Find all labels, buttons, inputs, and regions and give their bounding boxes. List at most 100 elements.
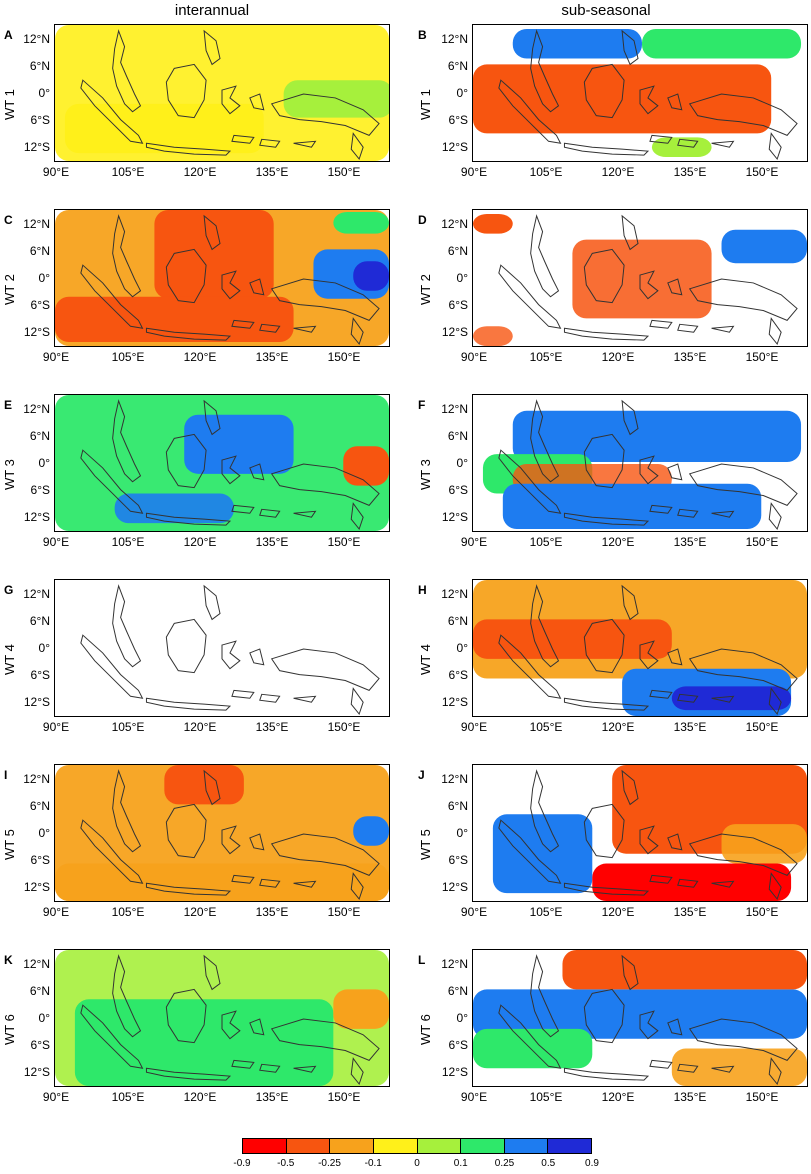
latitude-tick-label: 6°S — [448, 1038, 468, 1052]
coastline — [688, 1018, 798, 1061]
longitude-tick-label: 105°E — [111, 350, 145, 364]
longitude-tick-label: 150°E — [745, 350, 779, 364]
coastline — [165, 618, 207, 674]
colorbar-swatch — [417, 1139, 462, 1153]
latitude-tick-label: 6°N — [29, 244, 50, 258]
latitude-tick-label: 12°N — [23, 217, 50, 231]
latitude-tick-label: 6°N — [447, 799, 468, 813]
latitude-tick-label: 6°S — [30, 1038, 50, 1052]
longitude-tick-label: 135°E — [255, 165, 289, 179]
longitude-tick-label: 105°E — [111, 165, 145, 179]
anomaly-region — [512, 28, 642, 59]
coastline — [639, 825, 659, 855]
anomaly-region — [154, 210, 274, 299]
coastline — [80, 449, 144, 514]
coastline — [621, 214, 639, 251]
longitude-tick-label: 135°E — [255, 905, 289, 919]
colorbar-tick-label: -0.5 — [277, 1158, 295, 1169]
coastline — [667, 1018, 683, 1036]
coastline — [270, 648, 380, 691]
latitude-tick-label: 0° — [456, 1011, 468, 1025]
coastline — [639, 270, 659, 300]
longitude-tick-label: 90°E — [460, 165, 488, 179]
coastline — [203, 769, 221, 806]
anomaly-region — [473, 326, 513, 346]
longitude-tick-label: 120°E — [183, 1090, 217, 1104]
panel-letter: L — [418, 953, 426, 967]
coastline — [203, 29, 221, 66]
coastline — [677, 138, 699, 148]
coastline — [639, 1010, 659, 1040]
coastline — [221, 640, 241, 670]
coastline — [621, 399, 639, 436]
coastline — [221, 270, 241, 300]
coastline — [249, 833, 265, 851]
latitude-tick-label: 12°S — [23, 1065, 50, 1079]
panel-letter: A — [4, 28, 13, 42]
map-panel-F — [472, 394, 808, 532]
coastline — [677, 323, 699, 333]
map-panel-I — [54, 764, 390, 902]
latitude-tick-label: 12°S — [441, 695, 468, 709]
coastline — [165, 803, 207, 859]
longitude-tick-label: 135°E — [255, 350, 289, 364]
latitude-tick-label: 6°N — [29, 984, 50, 998]
coastline — [530, 399, 560, 483]
coastline — [667, 278, 683, 296]
coastline — [688, 93, 798, 136]
longitude-tick-label: 105°E — [111, 535, 145, 549]
longitude-tick-label: 120°E — [183, 905, 217, 919]
coastline — [621, 954, 639, 991]
longitude-tick-label: 90°E — [42, 905, 70, 919]
latitude-tick-label: 6°N — [447, 984, 468, 998]
map-panel-D — [472, 209, 808, 347]
coastline — [498, 1004, 562, 1069]
anomaly-region — [473, 619, 672, 659]
colorbar — [242, 1138, 592, 1154]
coastline — [259, 508, 281, 518]
latitude-tick-label: 12°N — [23, 772, 50, 786]
longitude-tick-label: 120°E — [601, 535, 635, 549]
coastline — [649, 689, 673, 699]
coastline — [293, 510, 317, 518]
longitude-tick-label: 135°E — [673, 905, 707, 919]
anomaly-region — [114, 493, 234, 524]
coastline — [711, 880, 735, 888]
colorbar-tick-label: 0 — [414, 1158, 420, 1169]
longitude-tick-label: 120°E — [601, 165, 635, 179]
anomaly-region — [353, 816, 389, 846]
anomaly-map — [55, 395, 389, 531]
coastline — [259, 323, 281, 333]
longitude-tick-label: 105°E — [111, 905, 145, 919]
longitude-tick-label: 105°E — [529, 1090, 563, 1104]
longitude-tick-label: 135°E — [673, 1090, 707, 1104]
coastline — [530, 29, 560, 113]
coastline — [563, 1067, 650, 1081]
longitude-tick-label: 135°E — [255, 1090, 289, 1104]
coastline — [498, 79, 562, 144]
coastline — [688, 278, 798, 321]
coastline — [563, 697, 650, 711]
colorbar-tick-label: 0.9 — [585, 1158, 599, 1169]
anomaly-region — [283, 80, 389, 118]
panel-letter: G — [4, 583, 14, 597]
coastline — [498, 634, 562, 699]
coastline — [350, 502, 364, 531]
longitude-tick-label: 120°E — [183, 535, 217, 549]
panel-letter: J — [418, 768, 425, 782]
latitude-tick-label: 6°N — [447, 429, 468, 443]
coastline — [293, 880, 317, 888]
row-label: WT 3 — [418, 459, 433, 490]
longitude-tick-label: 120°E — [183, 720, 217, 734]
coastline — [583, 248, 625, 304]
latitude-tick-label: 12°N — [441, 772, 468, 786]
coastline — [270, 278, 380, 321]
latitude-tick-label: 0° — [38, 456, 50, 470]
coastline — [768, 132, 782, 161]
longitude-tick-label: 150°E — [327, 1090, 361, 1104]
latitude-tick-label: 12°N — [441, 957, 468, 971]
row-label: WT 2 — [418, 274, 433, 305]
coastline — [231, 1059, 255, 1069]
colorbar-tick-label: 0.25 — [494, 1158, 515, 1169]
latitude-tick-label: 12°N — [441, 217, 468, 231]
